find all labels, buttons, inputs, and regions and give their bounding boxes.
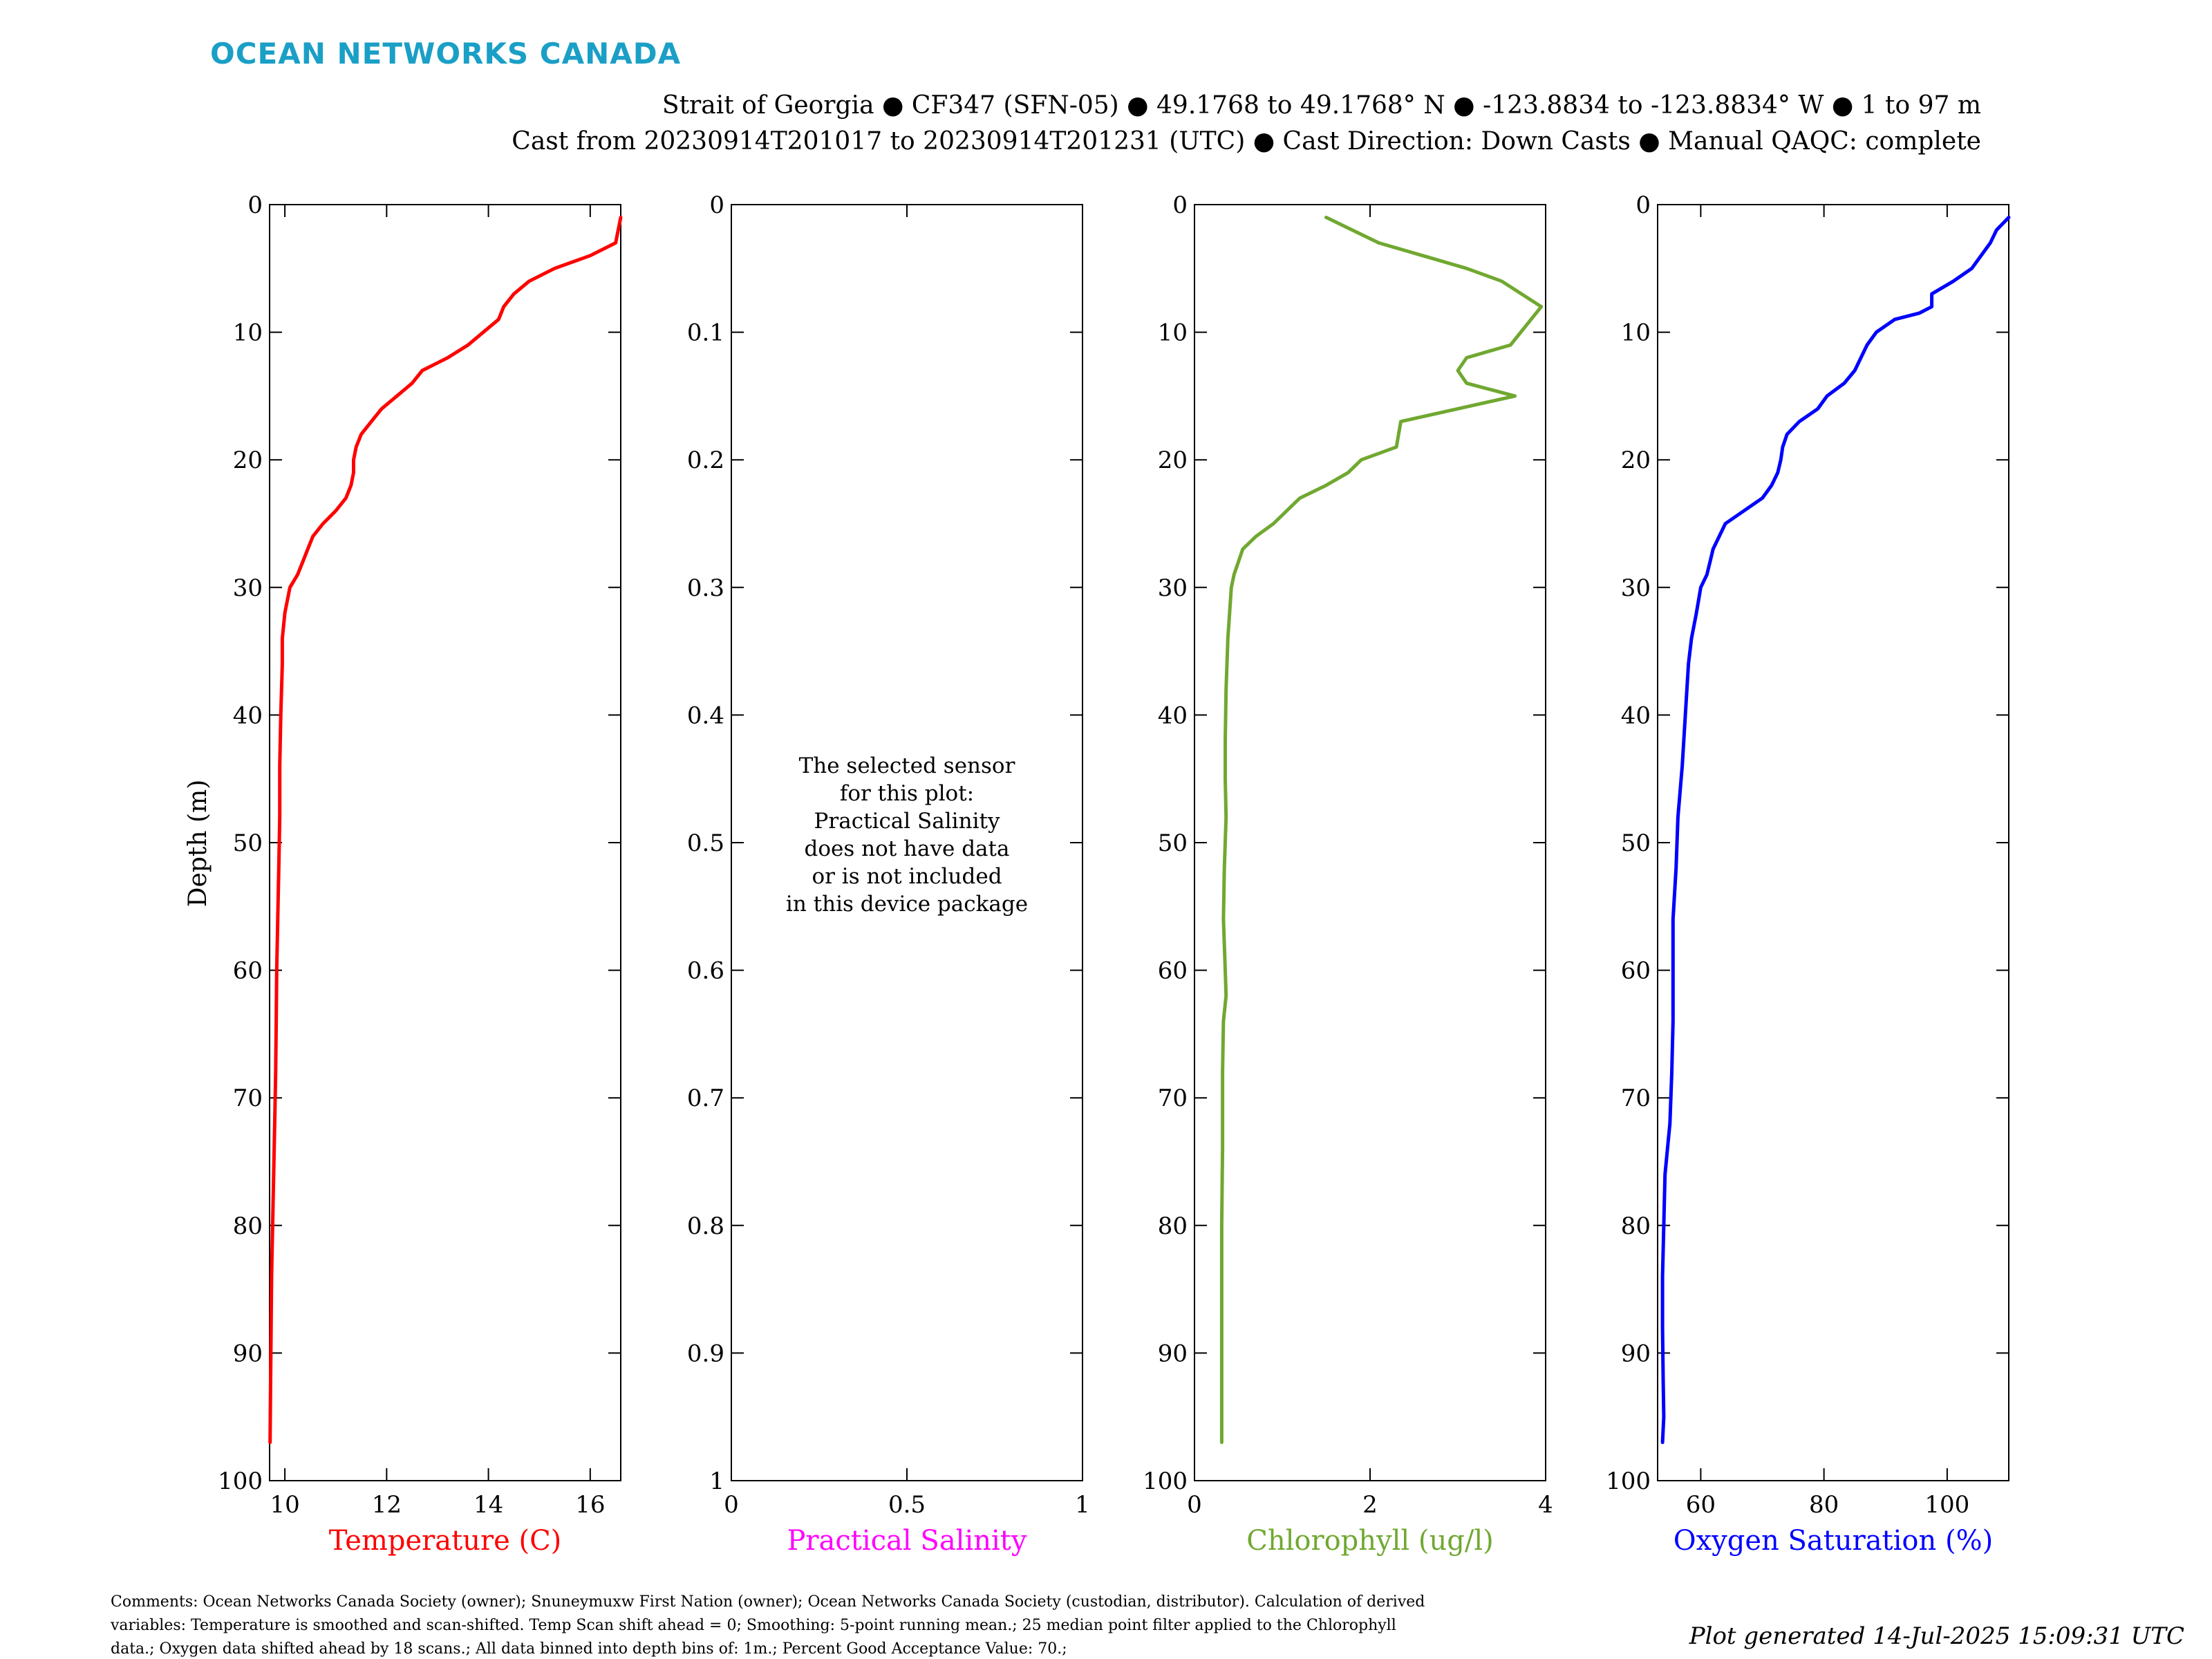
depth-axis-label: Depth (m) [184,780,212,908]
comments-line-2: variables: Temperature is smoothed and s… [110,1617,1396,1634]
panel-1-no-data-message-line-2: Practical Salinity [814,809,1000,834]
panel-0-y-tick-label-2: 20 [233,447,263,474]
panel-0: 0 10 20 30 40 50 60 70 80 90 100 10 12 14 16 Temperatur… [218,191,623,1557]
header-line-2: Cast from 20230914T201017 to 20230914T20… [512,127,1981,156]
panel-3-frame [1657,204,2009,1481]
panel-1-x-tick-label-0: 0 [724,1491,739,1519]
panel-0-y-tick-label-10: 100 [218,1468,263,1495]
comments-line-1: Comments: Ocean Networks Canada Society … [111,1593,1425,1611]
panel-2-x-tick-label-2: 4 [1538,1491,1553,1519]
panel-3-y-tick-label-9: 90 [1621,1340,1651,1367]
panel-3-series-line-0 [1660,216,2011,1445]
panel-1-y-tick-label-2: 0.2 [687,447,724,474]
panel-0-y-tick-label-3: 30 [233,574,263,602]
panel-2-y-tick-label-5: 50 [1158,830,1188,857]
panel-3-y-tick-label-6: 60 [1621,957,1651,985]
brand-logo-text: OCEAN NETWORKS CANADA [210,37,681,71]
panel-0-x-axis-label: Temperature (C) [329,1525,562,1557]
panel-1: 00.10.20.30.40.50.60.70.80.910 0.5 1Practi… [687,191,1090,1557]
panel-2-y-tick-label-2: 20 [1158,447,1188,474]
panel-2-y-tick-label-3: 30 [1158,574,1188,602]
panel-1-no-data-message-line-3: does not have data [805,836,1010,861]
panel-0-y-tick-label-5: 50 [233,830,263,857]
panel-3-y-tick-label-10: 100 [1606,1468,1651,1495]
panel-0-series-line-0 [268,216,623,1445]
panel-1-y-tick-label-0: 0 [709,191,724,219]
panel-3-y-tick-label-0: 0 [1635,191,1651,219]
header-line-1: Strait of Georgia ● CF347 (SFN-05) ● 49.… [662,91,1981,120]
panel-1-no-data-message-line-4: or is not included [812,864,1002,889]
panel-3-y-tick-label-5: 50 [1621,830,1651,857]
panel-1-x-axis-label: Practical Salinity [787,1525,1027,1557]
panel-1-y-tick-label-8: 0.8 [687,1212,724,1240]
panel-2-frame [1194,204,1546,1481]
panel-0-x-tick-label-1: 12 [372,1491,402,1519]
comments-line-3: data.; Oxygen data shifted ahead by 18 s… [111,1640,1067,1658]
panel-1-y-tick-label-3: 0.3 [687,574,724,602]
panel-2-y-tick-label-6: 60 [1158,957,1188,985]
plot-generated-timestamp: Plot generated 14-Jul-2025 15:09:31 UTC [1689,1622,2184,1650]
panel-0-y-tick-label-0: 0 [247,191,263,219]
panel-0-y-tick-label-9: 90 [233,1340,263,1367]
panel-0-y-tick-label-4: 40 [233,702,263,729]
panel-3-x-tick-label-2: 100 [1924,1491,1969,1519]
panel-2-x-tick-label-0: 0 [1187,1491,1202,1519]
panel-3-y-tick-label-2: 20 [1621,447,1651,474]
panel-2-y-tick-label-8: 80 [1158,1212,1188,1240]
panel-1-x-tick-label-2: 1 [1075,1491,1090,1519]
panel-3-x-tick-label-1: 80 [1809,1491,1839,1519]
panel-1-y-tick-label-6: 0.6 [687,957,724,985]
panel-1-y-tick-label-4: 0.4 [687,702,724,729]
panel-1-no-data-message-line-0: The selected sensor [799,753,1015,778]
panel-1-y-tick-label-10: 1 [709,1468,724,1495]
panel-0-x-tick-label-2: 14 [474,1491,503,1519]
panel-2-y-tick-label-7: 70 [1158,1085,1188,1112]
panel-1-y-tick-label-1: 0.1 [687,319,724,347]
panel-2-series-line-0 [1219,216,1544,1445]
panel-0-y-tick-label-8: 80 [233,1212,263,1240]
panel-2-x-axis-label: Chlorophyll (ug/l) [1246,1525,1494,1557]
panel-0-frame [269,204,621,1481]
panel-3-y-tick-label-3: 30 [1621,574,1651,602]
panel-2-y-tick-label-4: 40 [1158,702,1188,729]
panel-3-y-tick-label-4: 40 [1621,702,1651,729]
panel-3-y-tick-label-1: 10 [1621,319,1651,347]
panel-1-no-data-message-line-5: in this device package [786,892,1028,917]
panel-3-y-tick-label-8: 80 [1621,1212,1651,1240]
panel-2-y-tick-label-1: 10 [1158,319,1188,347]
panel-0-x-tick-label-3: 16 [575,1491,605,1519]
panel-2-y-tick-label-10: 100 [1143,1468,1188,1495]
panel-0-y-tick-label-6: 60 [233,957,263,985]
panel-3-x-tick-label-0: 60 [1686,1491,1716,1519]
panel-3-x-axis-label: Oxygen Saturation (%) [1674,1525,1993,1557]
panel-1-y-tick-label-7: 0.7 [687,1085,724,1112]
panel-0-x-tick-label-0: 10 [270,1491,299,1519]
panel-1-x-tick-label-1: 0.5 [888,1491,926,1519]
panel-2-y-tick-label-9: 90 [1158,1340,1188,1367]
panel-0-y-tick-label-1: 10 [233,319,263,347]
panel-3-y-tick-label-7: 70 [1621,1085,1651,1112]
panel-1-no-data-message-line-1: for this plot: [840,781,974,806]
panel-2-x-tick-label-1: 2 [1362,1491,1378,1519]
panel-0-y-tick-label-7: 70 [233,1085,263,1112]
panel-2-y-tick-label-0: 0 [1172,191,1188,219]
panel-1-y-tick-label-5: 0.5 [687,830,724,857]
panel-1-y-tick-label-9: 0.9 [687,1340,724,1367]
panel-3: 0 10 20 30 40 50 60 70 80 90 100 60 80 100 Oxygen Satu… [1606,191,2011,1557]
